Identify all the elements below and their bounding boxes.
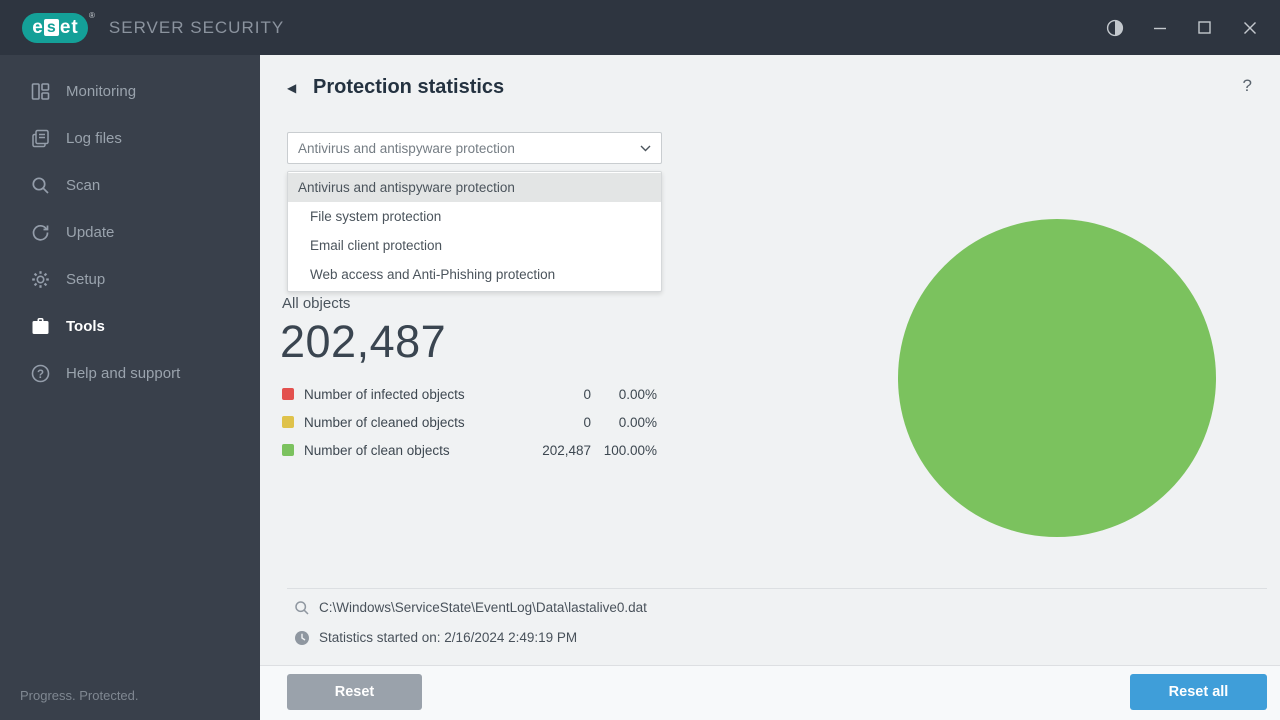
log-files-icon bbox=[28, 127, 52, 151]
sidebar-item-label: Update bbox=[66, 224, 115, 241]
info-divider bbox=[287, 588, 1267, 589]
sidebar-item-label: Help and support bbox=[66, 365, 181, 382]
legend-row-infected: Number of infected objects 0 0.00% bbox=[282, 380, 657, 408]
logo-letter-boxed: s bbox=[43, 19, 59, 36]
all-objects-label: All objects bbox=[282, 295, 351, 312]
title-bar: e s e t ® SERVER SECURITY bbox=[0, 0, 1280, 55]
dropdown-option-antivirus[interactable]: Antivirus and antispyware protection bbox=[288, 173, 661, 202]
brand-tagline: Progress. Protected. bbox=[20, 688, 139, 703]
statistics-started-text: Statistics started on: 2/16/2024 2:49:19… bbox=[319, 630, 578, 645]
content-footer: Reset Reset all bbox=[260, 665, 1280, 720]
statistics-category-select[interactable]: Antivirus and antispyware protection bbox=[287, 132, 662, 164]
search-icon bbox=[293, 599, 310, 616]
logo-letter: e bbox=[59, 17, 71, 38]
monitoring-icon bbox=[28, 80, 52, 104]
cleaned-swatch bbox=[282, 416, 294, 428]
sidebar-item-scan[interactable]: Scan bbox=[0, 162, 260, 209]
sidebar: Monitoring Log files Scan Update bbox=[0, 55, 260, 720]
scanned-file-path: C:\Windows\ServiceState\EventLog\Data\la… bbox=[319, 600, 647, 615]
clean-swatch bbox=[282, 444, 294, 456]
eset-logo: e s e t ® bbox=[22, 10, 95, 43]
svg-text:?: ? bbox=[36, 369, 43, 381]
dropdown-option-web-access[interactable]: Web access and Anti-Phishing protection bbox=[310, 267, 556, 282]
sidebar-item-tools[interactable]: Tools bbox=[0, 303, 260, 350]
setup-icon bbox=[28, 268, 52, 292]
tools-icon bbox=[28, 315, 52, 339]
dropdown-option-email-client[interactable]: Email client protection bbox=[310, 238, 443, 253]
sidebar-item-log-files[interactable]: Log files bbox=[0, 115, 260, 162]
minimize-button[interactable] bbox=[1137, 8, 1182, 48]
maximize-button[interactable] bbox=[1182, 8, 1227, 48]
reset-button[interactable]: Reset bbox=[287, 674, 422, 710]
sidebar-item-label: Log files bbox=[66, 130, 122, 147]
infected-swatch bbox=[282, 388, 294, 400]
registered-mark: ® bbox=[89, 10, 95, 20]
eset-logo-pill: e s e t bbox=[22, 12, 88, 43]
product-name: SERVER SECURITY bbox=[108, 17, 285, 37]
clock-icon bbox=[293, 629, 310, 646]
sidebar-item-label: Setup bbox=[66, 271, 106, 288]
category-dropdown-list: Antivirus and antispyware protection Fil… bbox=[287, 171, 662, 292]
sidebar-item-setup[interactable]: Setup bbox=[0, 256, 260, 303]
protection-pie-chart bbox=[898, 219, 1216, 537]
content-header: ◀ Protection statistics ? bbox=[260, 55, 1280, 121]
sidebar-item-help-and-support[interactable]: ? Help and support bbox=[0, 350, 260, 397]
selected-category: Antivirus and antispyware protection bbox=[298, 140, 515, 156]
sidebar-item-label: Tools bbox=[66, 318, 105, 335]
sidebar-item-monitoring[interactable]: Monitoring bbox=[0, 68, 260, 115]
back-button[interactable]: ◀ bbox=[287, 81, 297, 95]
close-button[interactable] bbox=[1227, 8, 1272, 48]
help-icon: ? bbox=[28, 362, 52, 386]
sidebar-item-label: Scan bbox=[66, 177, 101, 194]
update-icon bbox=[28, 221, 52, 245]
sidebar-nav: Monitoring Log files Scan Update bbox=[0, 55, 260, 397]
logo-letter: e bbox=[32, 17, 43, 38]
window-controls bbox=[1092, 0, 1272, 55]
legend-row-cleaned: Number of cleaned objects 0 0.00% bbox=[282, 408, 657, 436]
contrast-icon[interactable] bbox=[1092, 8, 1137, 48]
logo-letter: t bbox=[71, 17, 78, 38]
sidebar-item-label: Monitoring bbox=[66, 83, 137, 100]
legend-row-clean: Number of clean objects 202,487 100.00% bbox=[282, 436, 657, 464]
scanned-file-path-row: C:\Windows\ServiceState\EventLog\Data\la… bbox=[293, 599, 647, 616]
scan-icon bbox=[28, 174, 52, 198]
reset-all-button[interactable]: Reset all bbox=[1130, 674, 1267, 710]
chevron-down-icon bbox=[640, 145, 651, 152]
statistics-legend: Number of infected objects 0 0.00% Numbe… bbox=[282, 380, 657, 464]
page-title: Protection statistics bbox=[313, 76, 505, 98]
total-objects-count: 202,487 bbox=[280, 316, 447, 367]
help-button[interactable]: ? bbox=[1242, 76, 1252, 95]
main-content: ◀ Protection statistics ? Antivirus and … bbox=[260, 55, 1280, 720]
sidebar-item-update[interactable]: Update bbox=[0, 209, 260, 256]
dropdown-option-file-system[interactable]: File system protection bbox=[310, 209, 442, 224]
statistics-started-row: Statistics started on: 2/16/2024 2:49:19… bbox=[293, 629, 577, 646]
